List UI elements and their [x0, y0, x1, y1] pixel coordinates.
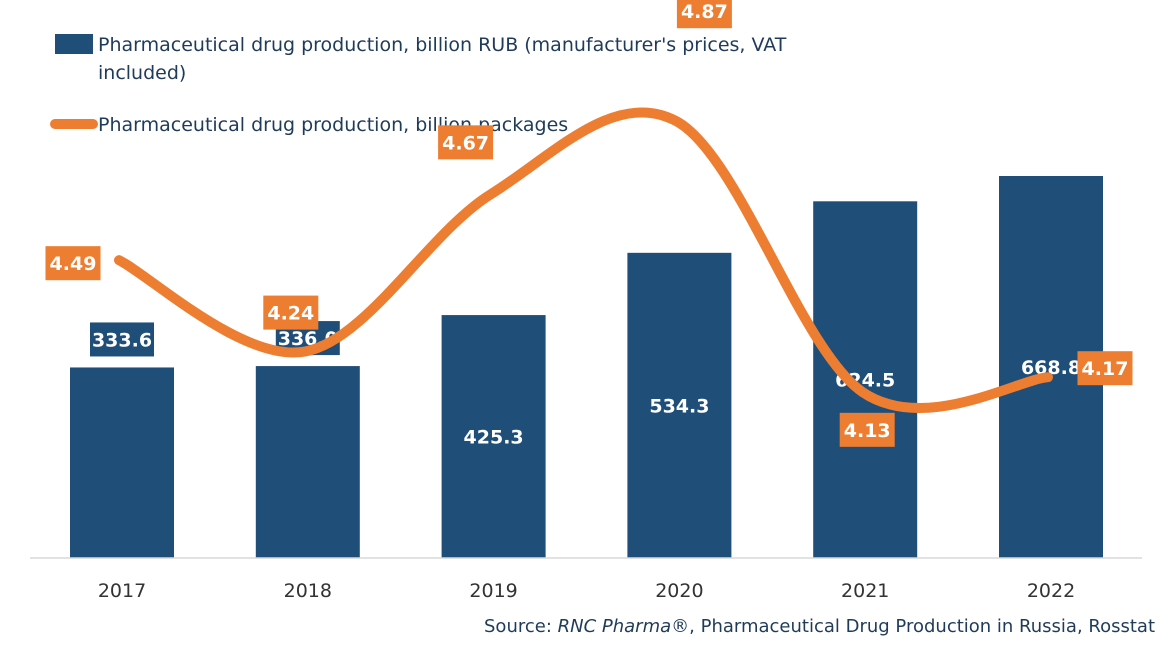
bar-label-box-2017	[90, 322, 154, 357]
source-italic: RNC Pharma®	[558, 616, 690, 637]
x-axis-ticks: 2017 2018 2019 2020 2021 2022	[98, 580, 1075, 602]
tick-label-2020: 2020	[655, 580, 703, 602]
line-label-box-2019	[438, 125, 494, 160]
tick-label-2018: 2018	[284, 580, 332, 602]
source-prefix: Source:	[484, 616, 558, 637]
line-series-packages	[114, 107, 1053, 413]
line-label-2021: 4.13	[844, 420, 891, 442]
bar-2020	[627, 252, 732, 558]
line-label-box-2022	[1077, 351, 1133, 386]
legend: Pharmaceutical drug production, billion …	[50, 34, 787, 136]
bar-2019	[441, 315, 546, 558]
line-label-2022: 4.17	[1082, 358, 1129, 380]
legend-bar-label-line1: Pharmaceutical drug production, billion …	[98, 34, 787, 56]
line-label-2020: 4.87	[681, 1, 728, 23]
legend-bar-swatch	[55, 34, 93, 54]
line-label-box-2020	[676, 0, 732, 29]
line-layer: 4.49 4.24 4.67 4.87 4.13 4.17	[45, 0, 1133, 447]
tick-label-2021: 2021	[841, 580, 889, 602]
bar-label-2022: 668.8	[1021, 357, 1081, 379]
source-note: Source: RNC Pharma®, Pharmaceutical Drug…	[484, 616, 1155, 637]
tick-label-2019: 2019	[469, 580, 517, 602]
bar-label-2019: 425.3	[464, 427, 524, 449]
line-label-2018: 4.24	[267, 303, 314, 325]
line-label-box-2018	[263, 295, 319, 330]
source-suffix: , Pharmaceutical Drug Production in Russ…	[689, 616, 1155, 637]
legend-bar-label-line2: included)	[98, 62, 186, 84]
bar-2018	[255, 366, 360, 558]
bar-label-2017: 333.6	[92, 329, 152, 351]
bar-label-2020: 534.3	[649, 395, 709, 417]
bar-2021	[813, 201, 918, 559]
bar-2017	[70, 367, 174, 558]
line-label-box-2017	[45, 246, 101, 281]
line-label-2019: 4.67	[442, 132, 489, 154]
line-label-2017: 4.49	[50, 253, 97, 275]
tick-label-2022: 2022	[1027, 580, 1075, 602]
line-label-box-2021	[839, 412, 895, 447]
legend-line-label: Pharmaceutical drug production, billion …	[98, 114, 568, 136]
tick-label-2017: 2017	[98, 580, 146, 602]
